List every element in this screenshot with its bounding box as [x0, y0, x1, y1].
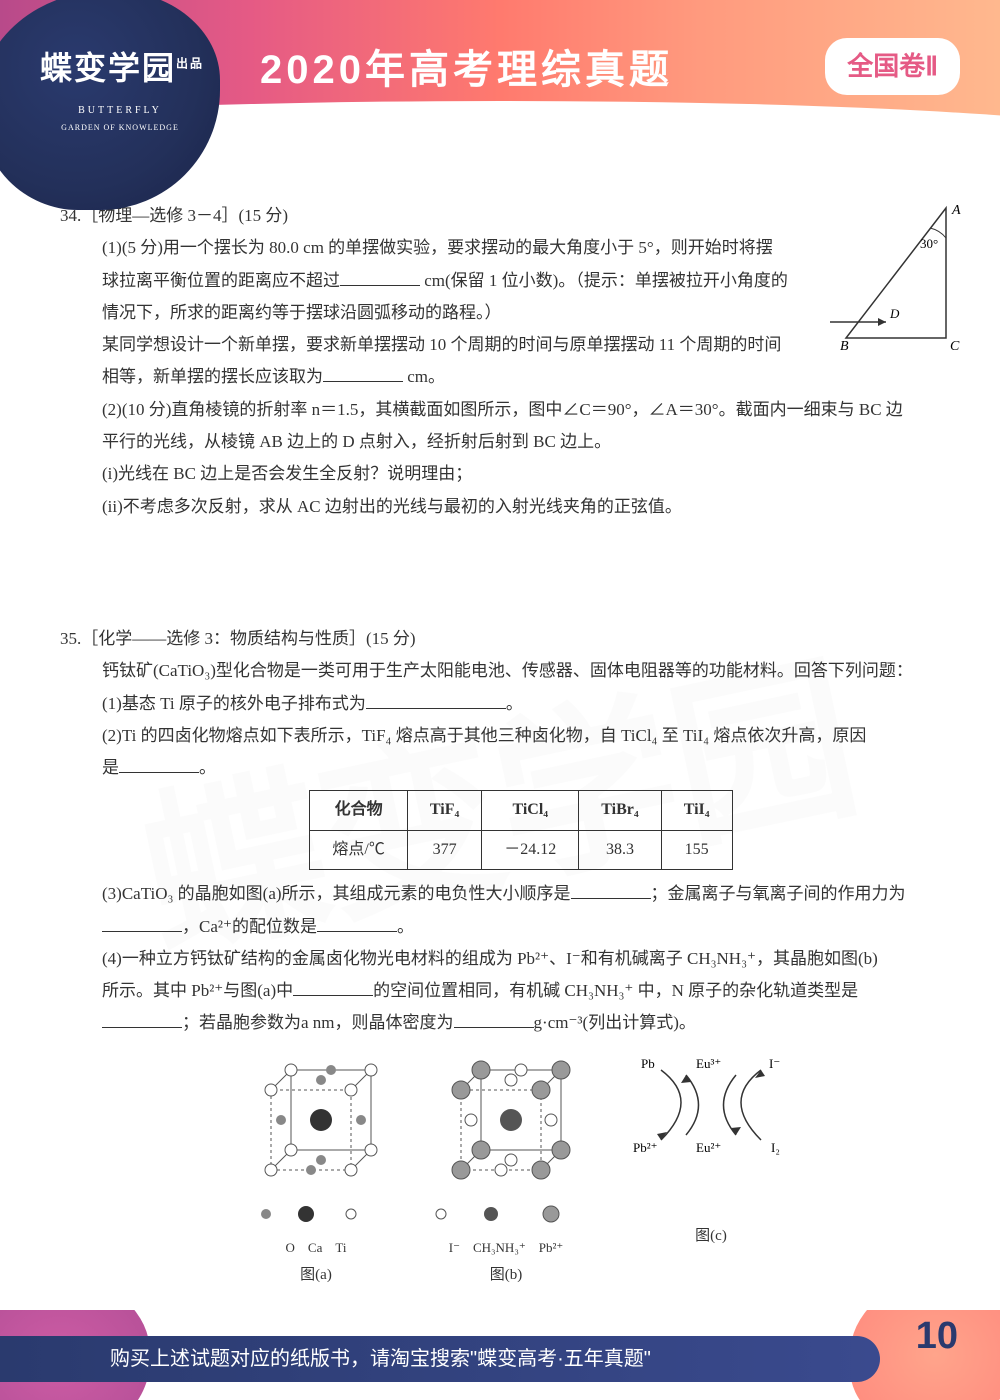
svg-text:D: D [889, 306, 900, 321]
logo-sub: BUTTERFLY [40, 101, 200, 120]
svg-text:A: A [951, 203, 961, 218]
header: 蝶变学园出品 BUTTERFLY GARDEN OF KNOWLEDGE 202… [0, 0, 1000, 140]
blank [340, 269, 420, 286]
logo-main: 蝶变学园 [40, 50, 176, 86]
blank [293, 979, 373, 996]
q35-body: 钙钛矿(CaTiO₃)型化合物是一类可用于生产太阳能电池、传感器、固体电阻器等的… [60, 655, 940, 1289]
page-number: 10 [916, 1310, 958, 1372]
svg-text:Pb: Pb [641, 1056, 655, 1071]
blank [119, 756, 199, 773]
blank [317, 915, 397, 932]
logo-sub2: GARDEN OF KNOWLEDGE [40, 120, 200, 135]
svg-text:Eu³⁺: Eu³⁺ [696, 1056, 721, 1071]
q35-number: 35. [60, 629, 81, 648]
figure-c: Pb Eu³⁺ I⁻ Pb²⁺ Eu²⁺ I₂ 图(c) [621, 1050, 801, 1290]
page-title: 2020年高考理综真题 [260, 32, 673, 108]
svg-text:I⁻: I⁻ [769, 1056, 780, 1071]
legend-b: I⁻ CH₃NH₃⁺ Pb²⁺ [431, 1204, 581, 1261]
footer-bar: 购买上述试题对应的纸版书，请淘宝搜索"蝶变高考·五年真题" [0, 1336, 880, 1382]
question-34: A B C D 30° 34.［物理—选修 3－4］(15 分) (1)(5 分… [60, 200, 940, 523]
question-35: 35.［化学——选修 3：物质结构与性质］(15 分) 钙钛矿(CaTiO₃)型… [60, 623, 940, 1290]
figure-a: O Ca Ti 图(a) [241, 1050, 391, 1290]
svg-text:Eu²⁺: Eu²⁺ [696, 1140, 721, 1155]
q34-body: (1)(5 分)用一个摆长为 80.0 cm 的单摆做实验，要求摆动的最大角度小… [60, 232, 940, 523]
svg-text:Pb²⁺: Pb²⁺ [633, 1140, 658, 1155]
content: A B C D 30° 34.［物理—选修 3－4］(15 分) (1)(5 分… [0, 140, 1000, 1290]
logo: 蝶变学园出品 BUTTERFLY GARDEN OF KNOWLEDGE [40, 38, 200, 135]
blank [571, 882, 651, 899]
halide-table: 化合物 TiF₄ TiCl₄ TiBr₄ TiI₄ 熔点/℃ 377 －24.1… [309, 790, 732, 870]
q35-head: ［化学——选修 3：物质结构与性质］(15 分) [81, 629, 415, 648]
blank [366, 692, 506, 709]
svg-text:I₂: I₂ [771, 1140, 780, 1155]
exam-badge: 全国卷Ⅱ [825, 38, 960, 95]
figure-b: I⁻ CH₃NH₃⁺ Pb²⁺ 图(b) [431, 1050, 581, 1290]
blank [102, 1011, 182, 1028]
blank [323, 365, 403, 382]
triangle-diagram: A B C D 30° [830, 200, 970, 350]
svg-text:30°: 30° [920, 236, 938, 251]
svg-text:B: B [840, 339, 849, 350]
footer: 购买上述试题对应的纸版书，请淘宝搜索"蝶变高考·五年真题" 10 [0, 1310, 1000, 1400]
logo-tag: 出品 [176, 56, 204, 70]
legend-a: O Ca Ti [241, 1204, 391, 1261]
footer-text: 购买上述试题对应的纸版书，请淘宝搜索"蝶变高考·五年真题" [110, 1340, 651, 1378]
figures-row: O Ca Ti 图(a) [102, 1050, 940, 1290]
svg-text:C: C [950, 339, 960, 350]
blank [102, 915, 182, 932]
blank [454, 1011, 534, 1028]
